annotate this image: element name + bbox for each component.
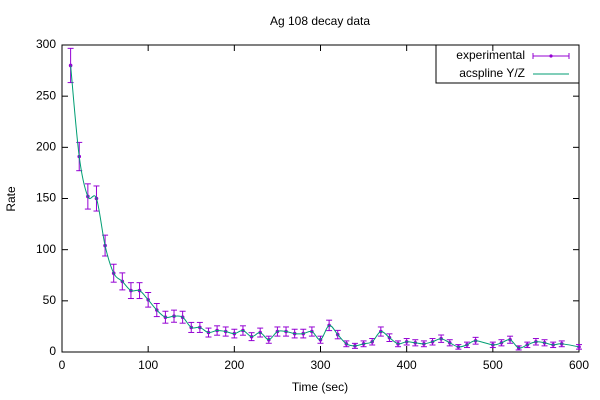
y-tick-label: 250 [36,88,56,102]
x-tick-label: 0 [59,358,66,372]
y-tick-label: 150 [36,191,56,205]
legend-box [435,44,580,84]
x-tick-label: 600 [569,358,589,372]
y-tick-label: 300 [36,37,56,51]
chart-title: Ag 108 decay data [270,14,370,28]
x-tick-label: 500 [483,358,503,372]
x-tick-label: 100 [138,358,158,372]
plot-frame [61,44,580,353]
legend-label: experimental [456,48,525,62]
x-tick-label: 400 [397,358,417,372]
x-tick-label: 200 [224,358,244,372]
legend-label: acspline Y/Z [459,66,525,80]
x-axis-label: Time (sec) [292,380,348,394]
spline-line [70,65,580,349]
y-tick-label: 0 [49,344,56,358]
data-point [577,345,581,349]
y-tick-label: 100 [36,242,56,256]
legend-swatch [549,54,553,58]
y-tick-label: 50 [43,293,57,307]
y-tick-label: 200 [36,140,56,154]
y-axis-label: Rate [4,186,18,212]
x-tick-label: 300 [310,358,330,372]
